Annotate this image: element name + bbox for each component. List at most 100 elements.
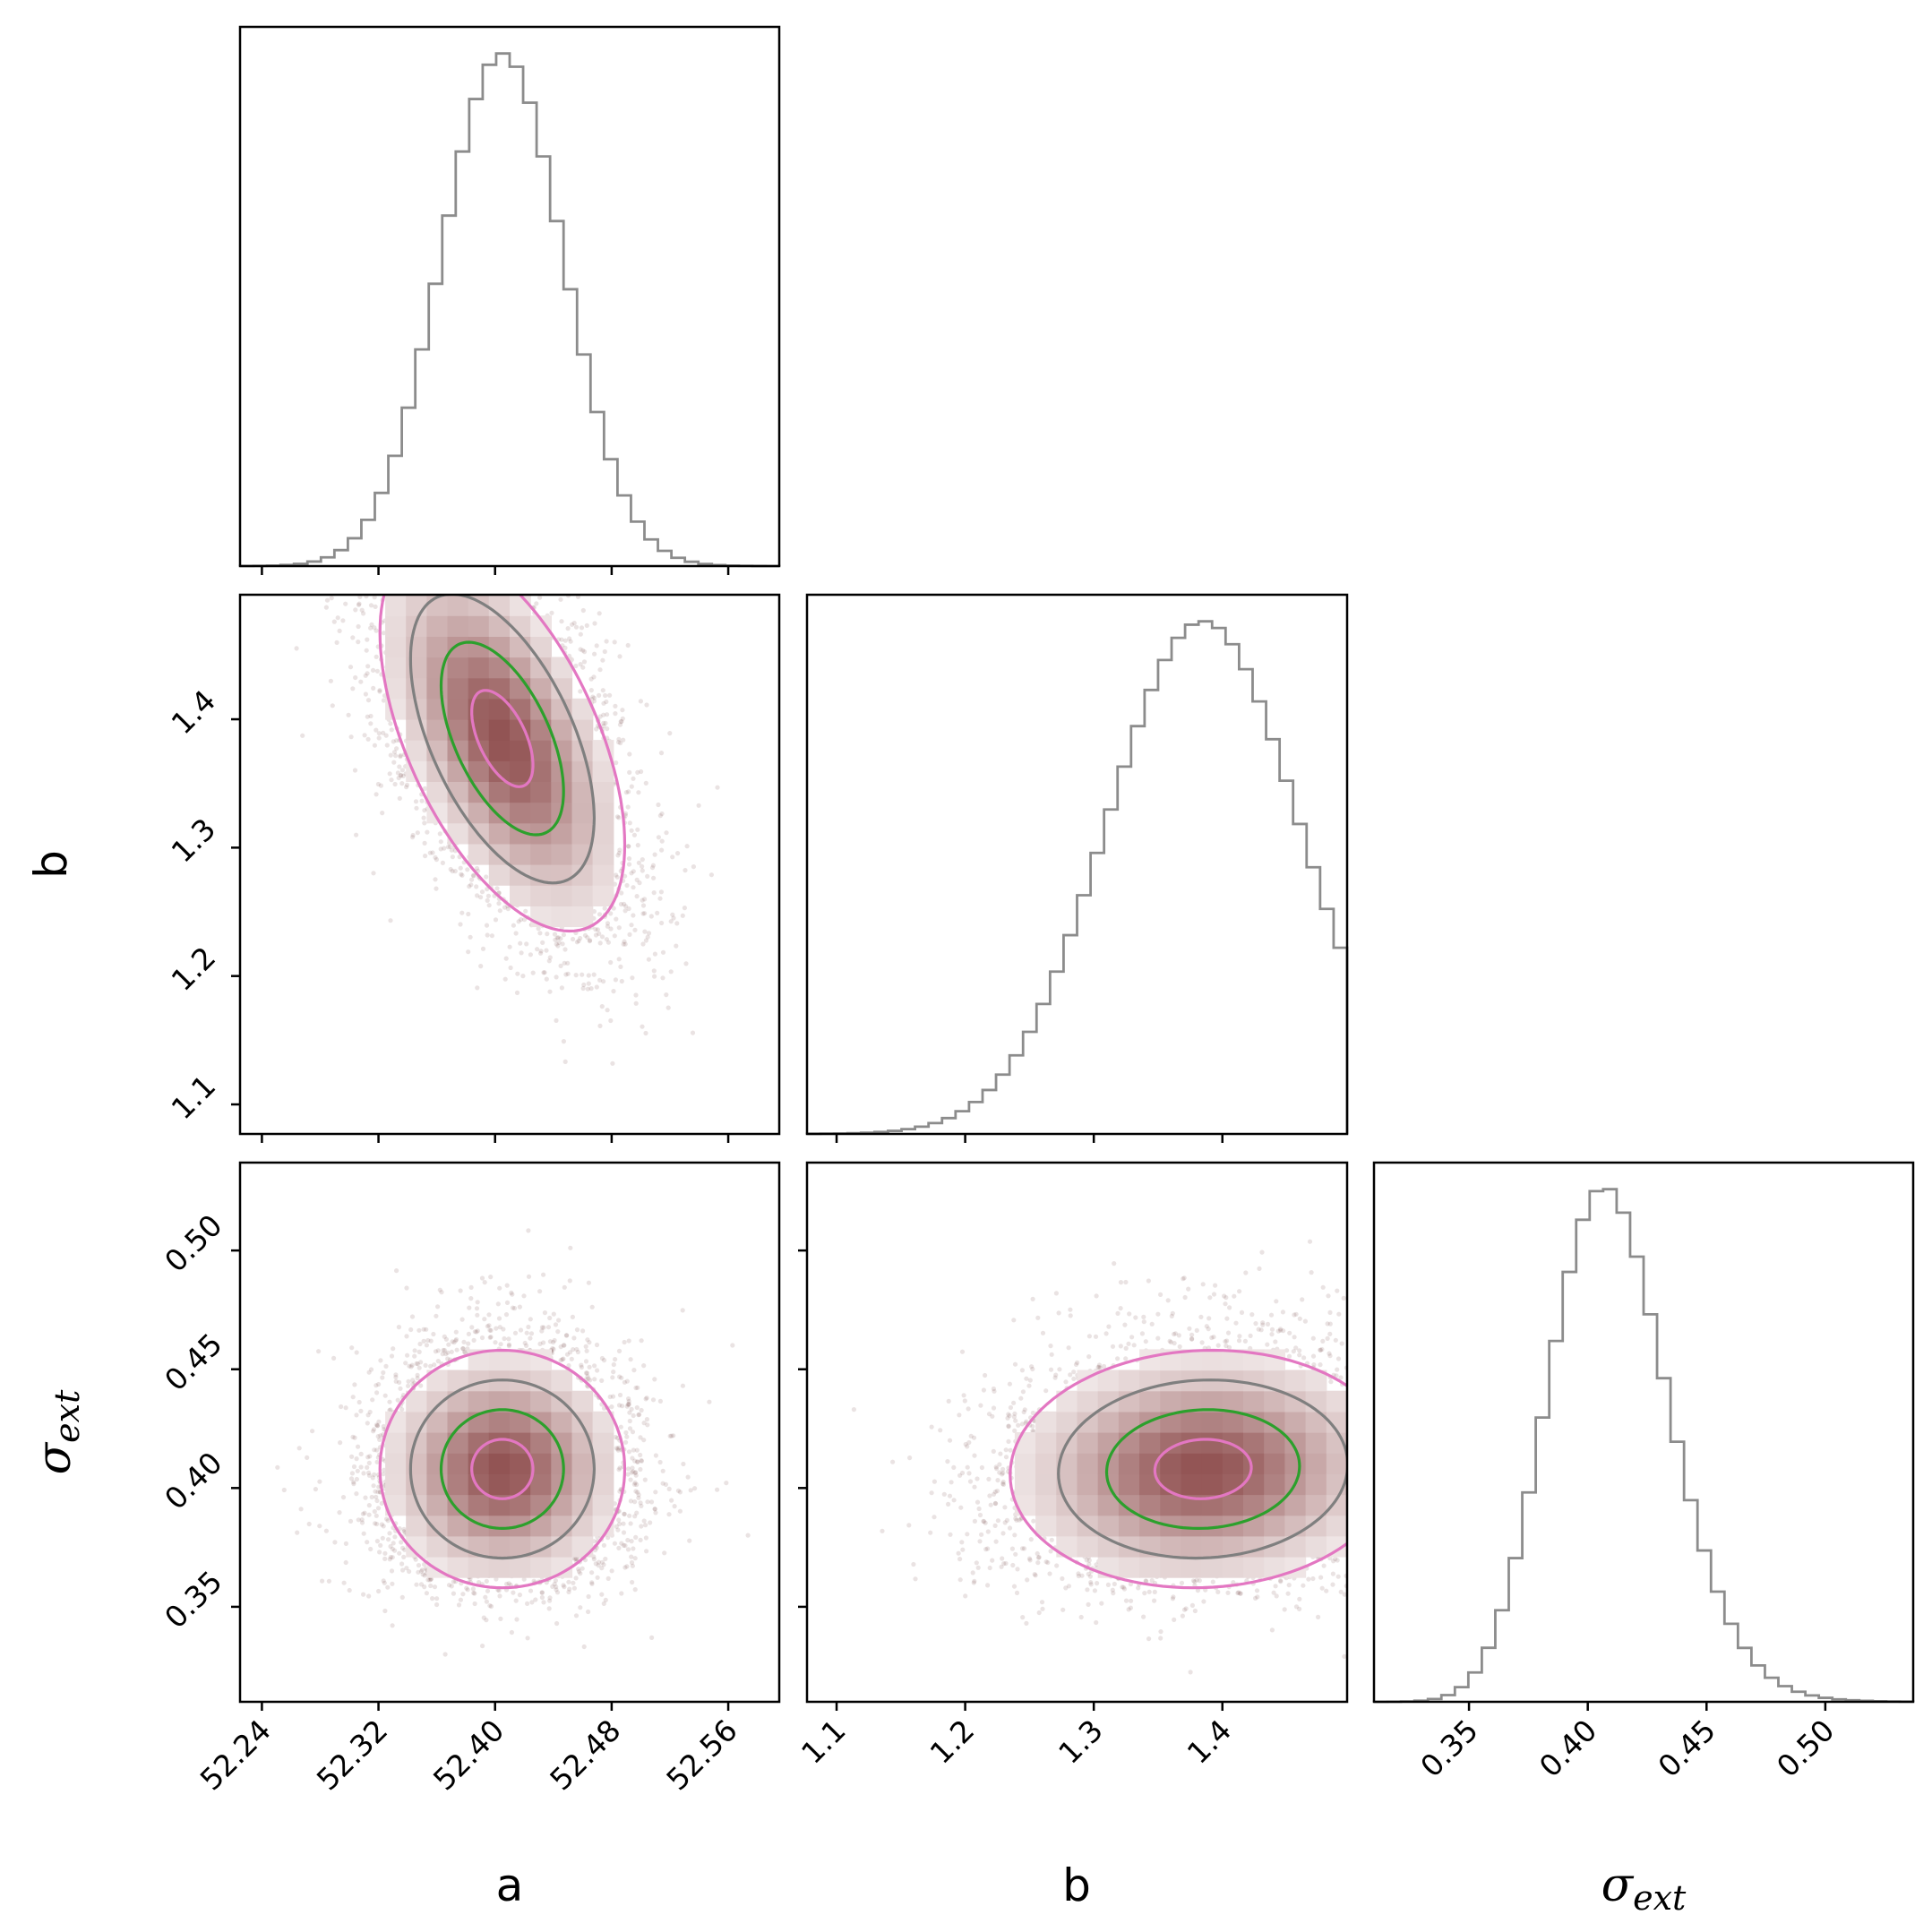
scatter-point [380, 1375, 385, 1380]
scatter-point [497, 1593, 502, 1599]
scatter-point [488, 571, 493, 575]
scatter-point [1128, 1605, 1133, 1610]
scatter-point [687, 1538, 692, 1543]
scatter-point [398, 773, 403, 778]
density-cell [1326, 1453, 1347, 1474]
scatter-point [1009, 1546, 1015, 1551]
scatter-point [350, 551, 355, 555]
scatter-point [1319, 1585, 1325, 1591]
density-cell [488, 1390, 511, 1413]
scatter-point [394, 1268, 399, 1274]
scatter-point [965, 1444, 970, 1449]
scatter-point [596, 1563, 601, 1568]
scatter-point [1040, 1330, 1046, 1335]
scatter-point [987, 1493, 992, 1498]
scatter-point [524, 941, 529, 947]
scatter-point [462, 1350, 468, 1355]
scatter-point [565, 626, 571, 631]
scatter-point [493, 1340, 498, 1345]
scatter-point [371, 1429, 376, 1434]
scatter-point [380, 1535, 385, 1541]
scatter-point [571, 1585, 578, 1591]
scatter-point [478, 895, 484, 900]
scatter-point [1000, 1531, 1006, 1536]
scatter-point [423, 854, 428, 859]
scatter-point [494, 1326, 499, 1331]
scatter-point [625, 1547, 631, 1552]
scatter-point [356, 623, 361, 630]
density-cell [1097, 1411, 1120, 1433]
scatter-point [995, 1518, 1000, 1524]
density-cell [468, 615, 490, 637]
scatter-point [1188, 1670, 1193, 1675]
scatter-point [1411, 1404, 1415, 1409]
scatter-point [576, 1568, 582, 1575]
scatter-point [1414, 1490, 1419, 1495]
scatter-point [475, 985, 480, 991]
scatter-point [310, 1429, 315, 1434]
scatter-point [373, 1521, 378, 1526]
scatter-point [1172, 1341, 1177, 1346]
density-cell [1077, 1390, 1099, 1413]
scatter-point [616, 957, 622, 962]
scatter-point [1367, 1281, 1371, 1285]
scatter-point [375, 1434, 381, 1439]
scatter-point [961, 1393, 966, 1398]
scatter-point [640, 857, 645, 863]
scatter-point [546, 958, 552, 964]
scatter-point [1453, 1484, 1457, 1489]
scatter-point [488, 1275, 494, 1280]
scatter-point [365, 664, 371, 669]
scatter-point [1127, 1311, 1132, 1317]
density-cell [1305, 1453, 1327, 1474]
scatter-point [529, 1600, 535, 1605]
scatter-point [618, 1424, 623, 1430]
scatter-point [371, 667, 376, 674]
scatter-point [636, 860, 642, 865]
scatter-point [1093, 1334, 1099, 1339]
scatter-point [1369, 1327, 1373, 1331]
scatter-point [580, 972, 585, 977]
scatter-point [422, 1584, 427, 1590]
scatter-point [362, 1510, 367, 1516]
density-cell [385, 1453, 407, 1474]
scatter-point [1181, 1276, 1186, 1282]
scatter-point [486, 903, 492, 908]
density-cell [1326, 1494, 1347, 1516]
scatter-point [476, 539, 480, 544]
scatter-point [523, 908, 528, 914]
scatter-point [1190, 1578, 1197, 1584]
scatter-point [375, 781, 381, 787]
scatter-point [506, 1581, 511, 1586]
scatter-point [1282, 1607, 1287, 1612]
scatter-point [516, 919, 521, 924]
scatter-point [633, 1489, 639, 1494]
scatter-point [1273, 1339, 1278, 1344]
scatter-point [1406, 1507, 1411, 1512]
scatter-point [1032, 1572, 1037, 1577]
scatter-point [851, 1407, 857, 1413]
density-cell [571, 822, 594, 845]
scatter-point [1146, 1589, 1152, 1594]
scatter-point [1000, 1466, 1006, 1472]
scatter-point [376, 731, 382, 736]
scatter-point [440, 860, 445, 866]
scatter-point [504, 582, 509, 587]
scatter-point [1001, 1561, 1007, 1567]
scatter-point [1414, 1527, 1419, 1532]
density-cell [551, 1411, 573, 1433]
scatter-point [430, 396, 434, 400]
contour-1sigma [1104, 1408, 1301, 1531]
scatter-point [1141, 1614, 1146, 1619]
scatter-point [374, 522, 379, 527]
scatter-point [1333, 1556, 1338, 1562]
scatter-point [1330, 1582, 1335, 1587]
scatter-point [366, 1503, 372, 1508]
scatter-point [1007, 1413, 1012, 1419]
scatter-point [425, 1577, 431, 1583]
scatter-point [1112, 1581, 1117, 1587]
scatter-point [300, 733, 305, 738]
scatter-point [1030, 1366, 1035, 1372]
scatter-point [1152, 1589, 1157, 1594]
scatter-point [445, 532, 450, 537]
